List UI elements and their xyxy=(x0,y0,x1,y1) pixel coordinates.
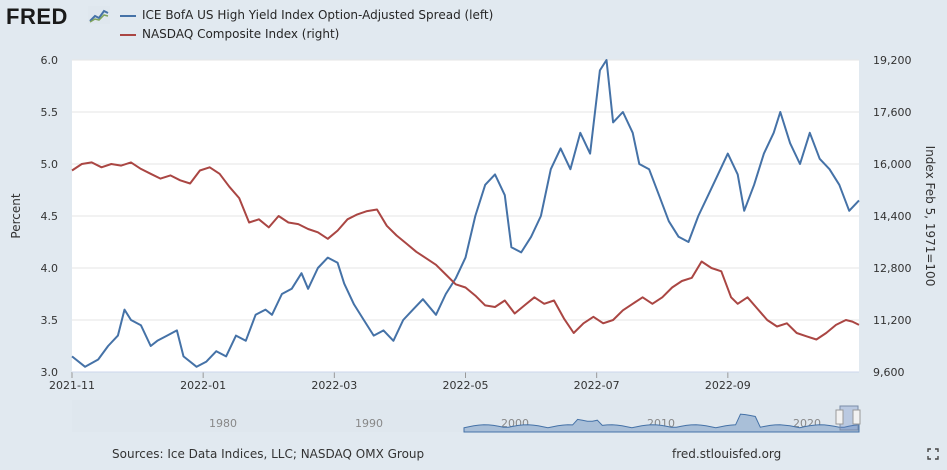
range-navigator: 1980 1990 2000 2010 2020 xyxy=(72,400,861,433)
y2-tick-label: 19,200 xyxy=(873,54,912,67)
navigator-tick-label: 1990 xyxy=(355,417,383,430)
y2-tick-label: 17,600 xyxy=(873,106,912,119)
navigator-tick-label: 1980 xyxy=(209,417,237,430)
sources-note: Sources: Ice Data Indices, LLC; NASDAQ O… xyxy=(112,447,425,461)
fullscreen-icon[interactable] xyxy=(927,448,939,460)
navigator-history-area xyxy=(463,413,860,433)
axis-layer: 3.0 3.5 4.0 4.5 5.0 5.5 6.0 9,600 11,200 12,800 14… xyxy=(9,54,937,392)
legend-label-spread: ICE BofA US High Yield Index Option-Adju… xyxy=(142,8,494,22)
series-line-spread xyxy=(71,59,860,368)
x-tick-label: 2021-11 xyxy=(49,379,95,392)
y-tick-label: 4.0 xyxy=(41,262,59,275)
legend-label-nasdaq: NASDAQ Composite Index (right) xyxy=(142,27,340,41)
fred-logo-chart-icon xyxy=(88,6,110,24)
x-tick-label: 2022-09 xyxy=(705,379,751,392)
y-tick-label: 5.0 xyxy=(41,158,59,171)
x-tick-label: 2022-01 xyxy=(180,379,226,392)
navigator-handle-left[interactable] xyxy=(835,409,844,425)
fred-logo[interactable]: FRED xyxy=(6,4,68,29)
y-axis-title: Percent xyxy=(9,193,23,238)
y2-axis-title: Index Feb 5, 1971=100 xyxy=(923,146,937,287)
fred-url[interactable]: fred.stlouisfed.org xyxy=(672,447,782,461)
legend-swatch-blue xyxy=(120,14,136,17)
y-tick-label: 3.0 xyxy=(41,366,59,379)
navigator-handle-right[interactable] xyxy=(852,409,861,425)
series-layer xyxy=(71,59,860,368)
y-tick-label: 5.5 xyxy=(41,106,59,119)
series-line-nasdaq xyxy=(71,161,860,341)
y2-tick-label: 9,600 xyxy=(873,366,905,379)
x-tick-label: 2022-07 xyxy=(574,379,620,392)
x-tick-label: 2022-03 xyxy=(311,379,357,392)
y-tick-label: 6.0 xyxy=(41,54,59,67)
y2-tick-label: 16,000 xyxy=(873,158,912,171)
legend-swatch-red xyxy=(120,33,136,36)
chart-legend: ICE BofA US High Yield Index Option-Adju… xyxy=(120,6,493,44)
y-tick-label: 4.5 xyxy=(41,210,59,223)
y2-tick-label: 11,200 xyxy=(873,314,912,327)
x-tick-label: 2022-05 xyxy=(443,379,489,392)
y-tick-label: 3.5 xyxy=(41,314,59,327)
legend-item-nasdaq[interactable]: NASDAQ Composite Index (right) xyxy=(120,25,493,44)
legend-item-spread[interactable]: ICE BofA US High Yield Index Option-Adju… xyxy=(120,6,493,25)
y2-tick-label: 12,800 xyxy=(873,262,912,275)
y2-tick-label: 14,400 xyxy=(873,210,912,223)
